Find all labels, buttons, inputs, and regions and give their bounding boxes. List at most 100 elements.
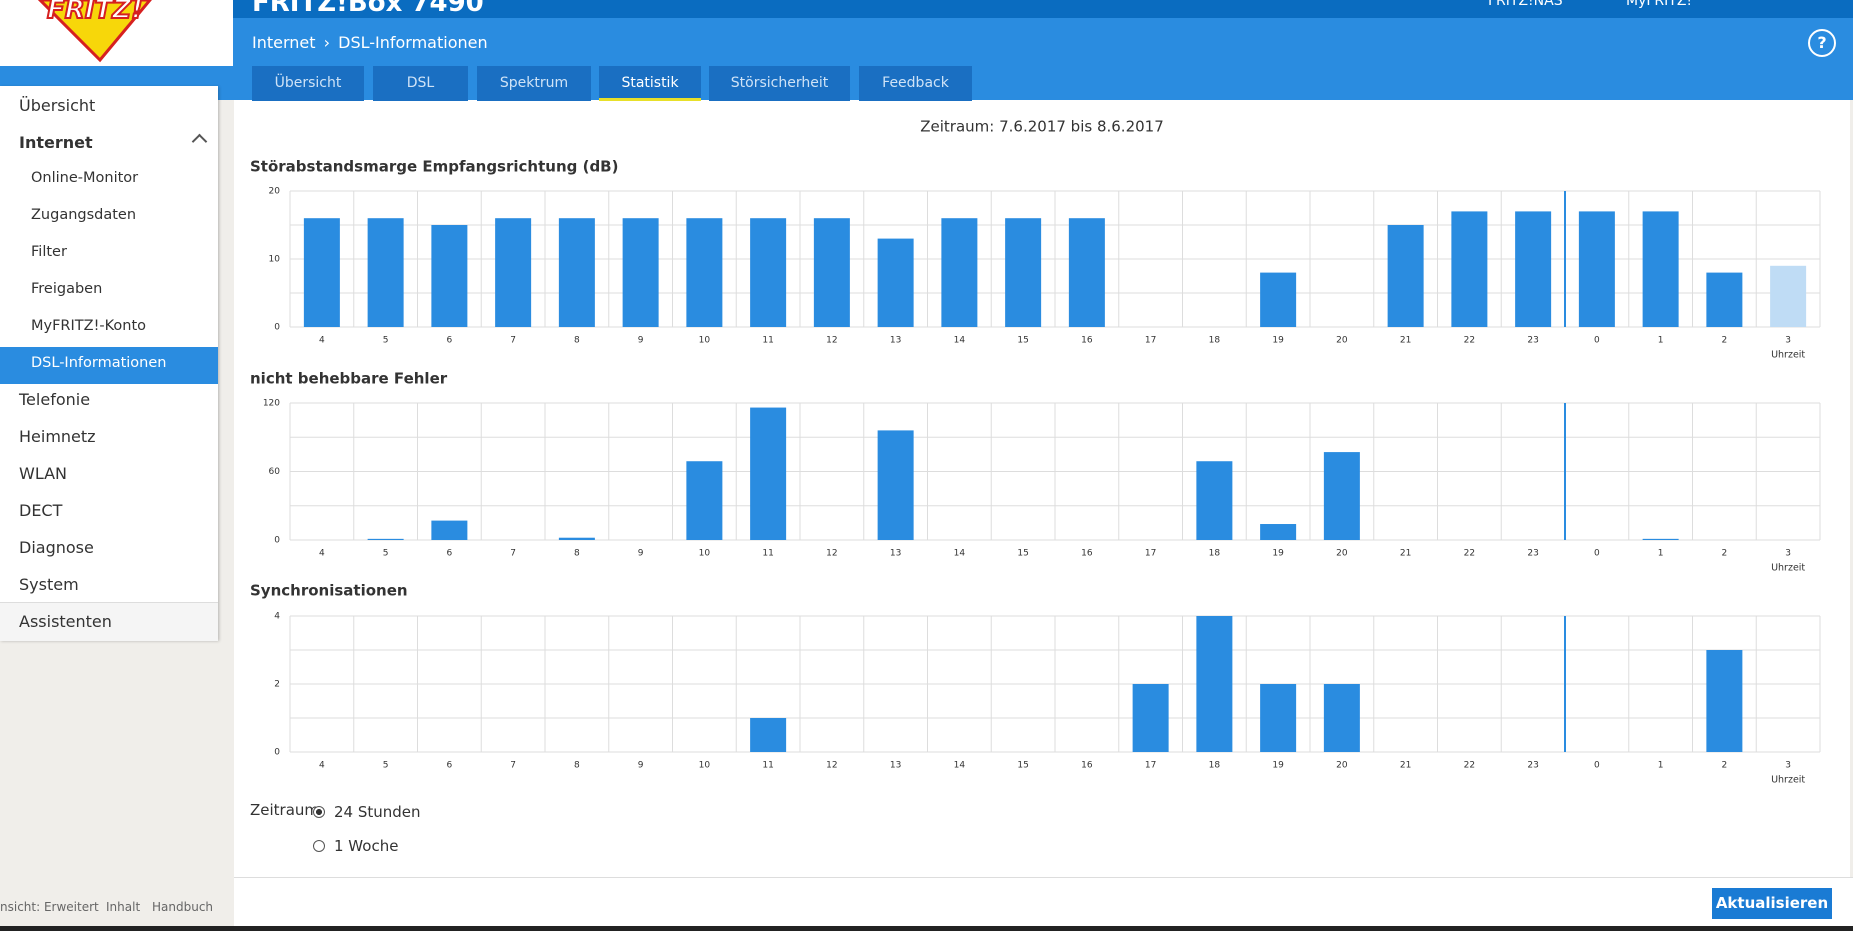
nav-section: [0, 602, 218, 641]
x-tick-label: 4: [319, 761, 325, 771]
x-tick-label: 2: [1722, 761, 1728, 771]
nav-subitem[interactable]: Filter: [31, 244, 67, 260]
tab[interactable]: Spektrum: [477, 66, 591, 101]
bar: [1387, 225, 1424, 327]
x-tick-label: 15: [1017, 336, 1028, 346]
x-tick-label: 3: [1785, 549, 1791, 559]
footer-link[interactable]: nsicht: Erweitert: [0, 900, 99, 914]
tab[interactable]: DSL: [373, 66, 468, 101]
nav-item[interactable]: Telefonie: [19, 390, 91, 409]
logo: FRITZ!: [37, 0, 152, 63]
nav-subitem[interactable]: Freigaben: [31, 281, 103, 297]
x-tick-label: 0: [1594, 549, 1600, 559]
svg-text:FRITZ!: FRITZ!: [47, 0, 143, 25]
bar: [1706, 272, 1743, 327]
x-axis-label: Uhrzeit: [1771, 563, 1805, 574]
x-tick-label: 18: [1209, 549, 1221, 559]
x-tick-label: 8: [574, 549, 580, 559]
tab[interactable]: Übersicht: [252, 66, 364, 101]
refresh-button[interactable]: Aktualisieren: [1712, 888, 1832, 919]
tab[interactable]: Feedback: [859, 66, 972, 101]
x-tick-label: 9: [638, 549, 644, 559]
nav-item[interactable]: System: [19, 575, 79, 594]
y-tick-label: 10: [269, 255, 281, 265]
bar: [1642, 211, 1679, 327]
chart-title: Störabstandsmarge Empfangsrichtung (dB): [250, 158, 618, 176]
x-tick-label: 21: [1400, 549, 1411, 559]
x-tick-label: 2: [1722, 336, 1728, 346]
nav-subitem[interactable]: Online-Monitor: [31, 170, 139, 186]
nav-item[interactable]: DECT: [19, 501, 63, 520]
nav-item[interactable]: Übersicht: [19, 96, 96, 115]
bar: [303, 218, 340, 327]
x-tick-label: 14: [954, 761, 966, 771]
nav-item[interactable]: Internet: [19, 133, 93, 152]
x-tick-label: 0: [1594, 336, 1600, 346]
x-tick-label: 23: [1527, 761, 1538, 771]
y-tick-label: 2: [274, 680, 280, 690]
x-tick-label: 8: [574, 336, 580, 346]
radio[interactable]: [313, 840, 325, 852]
x-tick-label: 12: [826, 761, 837, 771]
x-tick-label: 20: [1336, 761, 1348, 771]
nav-subitem[interactable]: Zugangsdaten: [31, 207, 137, 223]
y-tick-label: 120: [263, 399, 280, 409]
footer-link[interactable]: Inhalt: [106, 900, 141, 914]
x-tick-label: 1: [1658, 336, 1664, 346]
x-tick-label: 22: [1464, 336, 1475, 346]
taskbar-edge: [0, 926, 1853, 931]
tab[interactable]: Störsicherheit: [709, 66, 850, 101]
x-tick-label: 19: [1272, 336, 1284, 346]
radio-label[interactable]: 24 Stunden: [334, 803, 421, 821]
header-link[interactable]: FRITZ!NAS: [1488, 0, 1563, 9]
bar: [750, 218, 787, 327]
period: Zeitraum: 7.6.2017 bis 8.6.2017: [920, 118, 1164, 136]
breadcrumb: Internet › DSL-Informationen: [252, 33, 488, 52]
bar: [558, 218, 595, 327]
x-axis-label: Uhrzeit: [1771, 350, 1805, 361]
x-tick-label: 5: [383, 761, 389, 771]
x-tick-label: 21: [1400, 761, 1411, 771]
breadcrumb-item: DSL-Informationen: [338, 33, 488, 52]
bar: [495, 218, 532, 327]
range-label: Zeitraum: [250, 801, 320, 819]
product-title: FRITZ!Box 7490: [252, 0, 484, 18]
bar: [1005, 218, 1042, 327]
bar: [1770, 265, 1807, 327]
tab[interactable]: Statistik: [599, 66, 701, 101]
x-tick-label: 17: [1145, 549, 1156, 559]
x-tick-label: 10: [699, 549, 711, 559]
footer-link[interactable]: Handbuch: [152, 900, 214, 914]
x-tick-label: 17: [1145, 761, 1156, 771]
x-tick-label: 7: [510, 761, 516, 771]
x-tick-label: 13: [890, 336, 901, 346]
x-tick-label: 14: [954, 549, 966, 559]
radio-label[interactable]: 1 Woche: [334, 837, 399, 855]
nav-item[interactable]: Heimnetz: [19, 427, 96, 446]
bar: [1323, 684, 1360, 752]
x-tick-label: 4: [319, 336, 325, 346]
y-tick-label: 4: [274, 612, 280, 622]
radio[interactable]: [313, 806, 325, 818]
nav-item[interactable]: Diagnose: [19, 538, 94, 557]
nav-item[interactable]: WLAN: [19, 464, 68, 483]
bar: [1515, 211, 1552, 327]
bar: [431, 520, 468, 540]
bar: [750, 407, 787, 540]
bar: [1451, 211, 1488, 327]
nav-subitem[interactable]: MyFRITZ!-Konto: [31, 318, 147, 334]
x-tick-label: 12: [826, 336, 837, 346]
x-tick-label: 22: [1464, 761, 1475, 771]
x-tick-label: 3: [1785, 336, 1791, 346]
header-link[interactable]: MyFRITZ!: [1626, 0, 1693, 9]
y-tick-label: 60: [269, 467, 281, 477]
nav-item[interactable]: Assistenten: [19, 612, 112, 631]
breadcrumb-item[interactable]: Internet: [252, 33, 316, 52]
x-tick-label: 15: [1017, 549, 1028, 559]
nav-subitem[interactable]: DSL-Informationen: [31, 355, 167, 371]
x-tick-label: 2: [1722, 549, 1728, 559]
y-tick-label: 20: [269, 187, 281, 197]
help-button[interactable]: ?: [1808, 29, 1836, 57]
x-tick-label: 16: [1081, 336, 1093, 346]
